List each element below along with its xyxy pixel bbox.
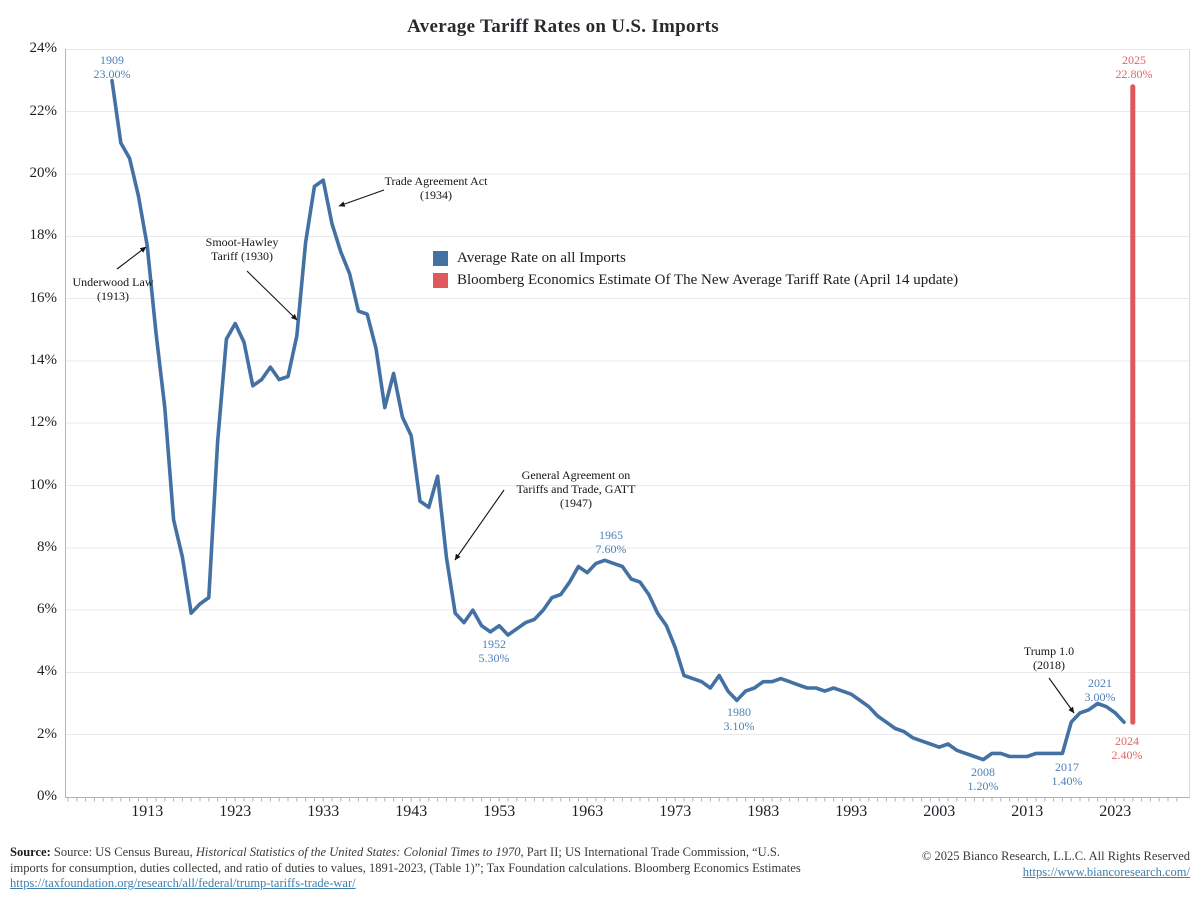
annotation-line: 2017: [1055, 760, 1079, 774]
legend-swatch-icon: [433, 251, 448, 266]
annotation-2008-value: 2008 1.20%: [967, 765, 999, 794]
annotation-line: 2025: [1122, 53, 1146, 67]
copyright-block: © 2025 Bianco Research, L.L.C. All Right…: [922, 848, 1190, 881]
biancoresearch-link[interactable]: https://www.biancoresearch.com/: [1022, 865, 1190, 880]
annotation-line: 7.60%: [595, 541, 627, 556]
x-axis-label: 1973: [659, 803, 692, 820]
annotation-line: 1909: [100, 53, 124, 67]
x-axis-label: 1953: [483, 803, 516, 820]
annotation-line: Trade Agreement Act: [384, 174, 488, 188]
annotation-1952-value: 1952 5.30%: [478, 637, 510, 666]
legend-item-1: Bloomberg Economics Estimate Of The New …: [433, 272, 958, 289]
annotation-line: (1934): [420, 187, 452, 202]
source-note: Source: Source: US Census Bureau, Histor…: [10, 845, 866, 892]
legend: Average Rate on all Imports Bloomberg Eco…: [433, 250, 958, 294]
annotation-line: Smoot-Hawley: [205, 235, 279, 249]
annotation-line: 3.10%: [723, 718, 755, 733]
y-axis-label: 16%: [29, 289, 58, 306]
annotation-arrow: [338, 189, 385, 207]
annotation-line: 2.40%: [1111, 747, 1143, 762]
annotation-arrow: [116, 246, 147, 270]
x-axis-label: 2013: [1011, 803, 1044, 820]
y-axis-label: 2%: [37, 725, 57, 742]
annotation-2024-value: 2024 2.40%: [1111, 734, 1143, 763]
annotation-line: (1947): [559, 495, 592, 510]
annotation-line: 2024: [1115, 734, 1139, 748]
annotation-2017-value: 2017 1.40%: [1051, 760, 1083, 789]
annotation-line: 2021: [1088, 676, 1112, 690]
legend-label: Average Rate on all Imports: [457, 250, 626, 266]
annotation-gatt: General Agreement on Tariffs and Trade, G…: [516, 468, 636, 511]
y-axis-label: 18%: [29, 227, 58, 244]
source-text-1: Source: US Census Bureau,: [50, 845, 196, 859]
y-axis-label: 20%: [29, 165, 58, 181]
x-axis-label: 1923: [219, 803, 252, 820]
x-axis-label: 2003: [923, 803, 956, 820]
legend-swatch-icon: [433, 273, 448, 288]
annotation-line: Underwood Law: [72, 275, 154, 289]
annotation-arrow: [454, 489, 505, 561]
y-axis-label: 12%: [29, 414, 58, 431]
x-axis-label: 1913: [131, 803, 164, 820]
source-text-3: imports for consumption, duties collecte…: [10, 860, 801, 875]
annotation-line: 22.80%: [1115, 66, 1153, 81]
y-axis-label: 24%: [29, 40, 58, 57]
x-axis-label: 1943: [395, 803, 428, 820]
annotation-line: 1980: [727, 705, 751, 719]
annotation-line: 23.00%: [93, 66, 131, 81]
annotation-line: General Agreement on: [521, 468, 631, 482]
average-tariff-line: [110, 78, 1126, 762]
y-axis-label: 10%: [29, 476, 58, 493]
page-title: Average Tariff Rates on U.S. Imports: [407, 16, 719, 37]
legend-label: Bloomberg Economics Estimate Of The New …: [457, 272, 959, 288]
x-axis-label: 2023: [1099, 803, 1132, 820]
annotation-line: 5.30%: [478, 650, 510, 665]
y-axis-label: 0%: [37, 788, 57, 804]
annotation-line: 1952: [482, 637, 506, 651]
source-title-italic: Historical Statistics of the United Stat…: [195, 845, 521, 859]
annotation-line: 3.00%: [1084, 689, 1116, 704]
y-axis-label: 8%: [37, 538, 57, 555]
source-text-2: , Part II; US International Trade Commis…: [520, 845, 780, 859]
annotation-trade-agreement-act: Trade Agreement Act (1934): [384, 174, 488, 203]
y-axis-label: 22%: [29, 102, 58, 119]
annotation-line: Tariff (1930): [211, 248, 273, 263]
x-axis-label: 1983: [747, 803, 780, 820]
copyright-text: © 2025 Bianco Research, L.L.C. All Right…: [921, 849, 1190, 863]
annotation-2021-value: 2021 3.00%: [1084, 676, 1116, 705]
annotation-2025-value: 2025 22.80%: [1115, 53, 1153, 82]
annotation-arrow: [246, 270, 298, 321]
annotation-line: 1.40%: [1051, 773, 1083, 788]
annotation-line: (1913): [96, 288, 129, 303]
y-axis-label: 4%: [37, 663, 57, 680]
taxfoundation-link[interactable]: https://taxfoundation.org/research/all/f…: [10, 876, 356, 891]
x-axis-label: 1993: [835, 803, 868, 820]
annotation-1965-value: 1965 7.60%: [595, 528, 627, 557]
annotation-line: 1965: [599, 528, 623, 542]
annotation-line: 2008: [971, 765, 995, 779]
annotation-line: Trump 1.0: [1023, 644, 1075, 658]
x-axis-label: 1963: [571, 803, 604, 820]
annotation-line: 1.20%: [967, 778, 999, 793]
annotation-smoot-hawley: Smoot-Hawley Tariff (1930): [205, 235, 279, 264]
legend-item-0: Average Rate on all Imports: [433, 250, 958, 267]
annotation-1980-value: 1980 3.10%: [723, 705, 755, 734]
annotation-1909-value: 1909 23.00%: [93, 53, 131, 82]
annotation-underwood-law: Underwood Law (1913): [72, 275, 154, 304]
x-axis-label: 1933: [307, 803, 340, 820]
annotation-line: (2018): [1033, 657, 1065, 672]
y-axis-label: 14%: [29, 351, 58, 368]
annotation-trump-1-0: Trump 1.0 (2018): [1023, 644, 1075, 673]
y-axis-label: 6%: [37, 601, 57, 618]
annotation-line: Tariffs and Trade, GATT: [516, 481, 636, 496]
annotation-arrow: [1048, 677, 1075, 714]
source-label: Source:: [10, 845, 51, 859]
